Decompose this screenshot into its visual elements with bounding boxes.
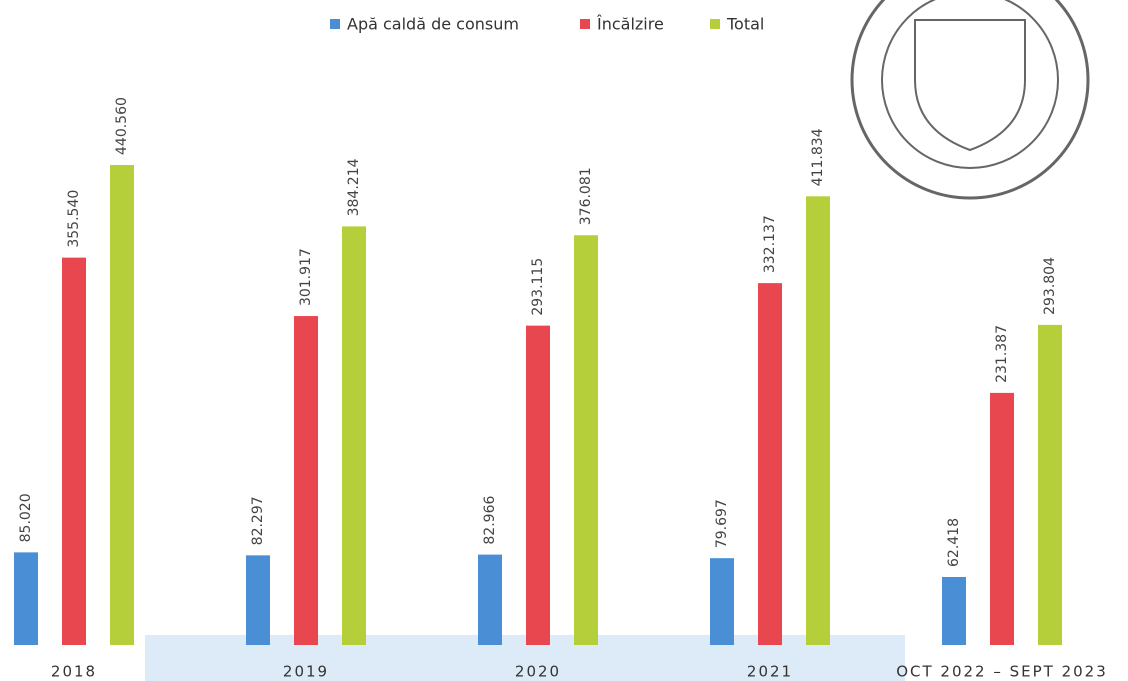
bar xyxy=(62,257,86,645)
legend-label: Total xyxy=(726,15,764,34)
bar xyxy=(1038,324,1062,645)
legend-swatch xyxy=(330,19,340,29)
bar xyxy=(526,325,550,645)
stamp xyxy=(850,0,1090,200)
bar xyxy=(942,576,966,645)
x-tick-label: OCT 2022 – SEPT 2023 xyxy=(896,663,1108,681)
bar xyxy=(990,392,1014,645)
value-label: 82.297 xyxy=(250,496,266,545)
value-label: 79.697 xyxy=(714,499,730,548)
bar xyxy=(806,196,830,646)
bar xyxy=(14,552,38,645)
legend-swatch xyxy=(710,19,720,29)
bar xyxy=(478,554,502,645)
bar xyxy=(246,555,270,645)
bar xyxy=(342,226,366,645)
value-label: 301.917 xyxy=(298,248,314,306)
value-label: 231.387 xyxy=(994,325,1010,383)
x-tick-label: 2019 xyxy=(283,663,329,681)
value-label: 85.020 xyxy=(18,493,34,542)
x-tick-label: 2018 xyxy=(51,663,97,681)
bar xyxy=(294,316,318,645)
legend-swatch xyxy=(580,19,590,29)
x-tick-label: 2021 xyxy=(747,663,793,681)
bar xyxy=(758,283,782,645)
bar xyxy=(710,558,734,645)
bar xyxy=(110,165,134,645)
legend-label: Apă caldă de consum xyxy=(347,15,519,34)
value-label: 332.137 xyxy=(762,215,778,273)
value-label: 440.560 xyxy=(114,97,130,155)
value-label: 355.540 xyxy=(66,190,82,248)
value-label: 376.081 xyxy=(578,167,594,225)
value-label: 293.804 xyxy=(1042,257,1058,315)
legend-label: Încălzire xyxy=(596,15,664,34)
value-label: 384.214 xyxy=(346,158,362,216)
value-label: 82.966 xyxy=(482,496,498,545)
x-tick-label: 2020 xyxy=(515,663,561,681)
value-label: 411.834 xyxy=(810,128,826,186)
value-label: 62.418 xyxy=(946,518,962,567)
bar xyxy=(574,235,598,645)
value-label: 293.115 xyxy=(530,258,546,316)
